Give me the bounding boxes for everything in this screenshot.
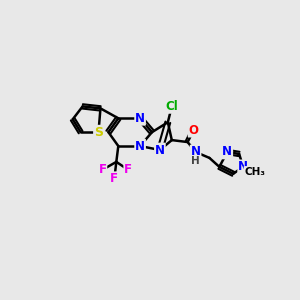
Text: N: N — [238, 160, 248, 173]
Text: F: F — [110, 172, 118, 185]
Text: S: S — [94, 126, 103, 139]
Text: H: H — [191, 156, 200, 166]
Text: CH₃: CH₃ — [244, 167, 266, 177]
Text: N: N — [135, 112, 145, 125]
Text: N: N — [190, 146, 201, 158]
Text: N: N — [135, 140, 145, 152]
Text: Cl: Cl — [165, 100, 178, 113]
Text: O: O — [189, 124, 199, 137]
Text: F: F — [124, 163, 132, 176]
Text: N: N — [155, 143, 165, 157]
Text: F: F — [98, 163, 106, 176]
Text: N: N — [222, 146, 232, 158]
